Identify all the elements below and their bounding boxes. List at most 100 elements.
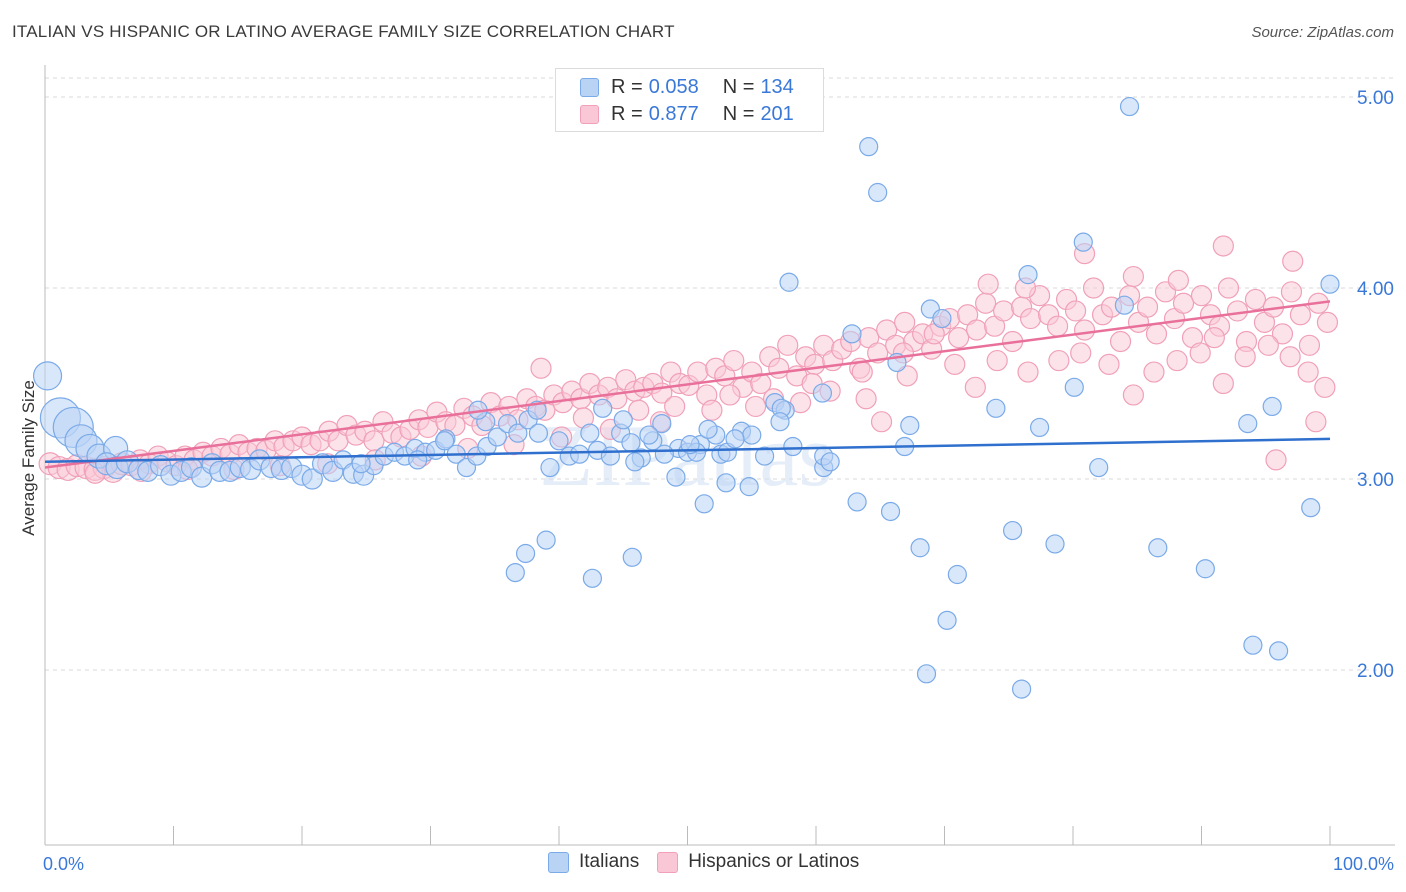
hispanics-point xyxy=(1109,330,1132,353)
italians-point xyxy=(812,383,833,403)
hispanics-point xyxy=(1082,277,1105,299)
hispanics-point xyxy=(1282,250,1304,272)
hispanics-point xyxy=(1217,277,1240,299)
hispanics-point xyxy=(1122,265,1144,288)
italians-points xyxy=(32,96,1340,699)
hispanics-point xyxy=(1314,376,1336,398)
hispanics-point xyxy=(894,311,916,333)
legend-n-value: 201 xyxy=(760,102,794,125)
italians-point xyxy=(505,562,525,583)
hispanics-point xyxy=(777,334,799,356)
hispanics-point xyxy=(867,342,889,364)
hispanics-point xyxy=(948,327,970,349)
hispanics-swatch xyxy=(657,851,679,873)
italians-point xyxy=(694,494,714,514)
italians-point xyxy=(779,272,799,292)
hispanics-point xyxy=(1297,361,1319,383)
hispanics-point xyxy=(993,300,1015,322)
hispanics-point xyxy=(1019,307,1042,330)
italians-point xyxy=(582,568,603,588)
italians-point xyxy=(1045,534,1065,554)
hispanics-point xyxy=(1136,296,1159,318)
legend-n-label: N = xyxy=(722,102,755,125)
legend-item-italians[interactable]: Italians xyxy=(548,851,639,873)
italians-point xyxy=(1003,520,1023,541)
hispanics-trendline xyxy=(44,300,1331,469)
hispanics-point xyxy=(1017,361,1039,383)
italians-point xyxy=(932,308,952,329)
hispanics-point xyxy=(1298,334,1321,356)
hispanics-point xyxy=(977,273,999,295)
hispanics-swatch xyxy=(580,104,599,124)
italians-point xyxy=(593,398,613,418)
hispanics-point xyxy=(768,357,790,379)
italians-point xyxy=(613,410,633,430)
italians-point xyxy=(847,492,867,512)
hispanics-point xyxy=(975,292,997,314)
source-label: Source: ZipAtlas.com xyxy=(1251,24,1394,41)
italians-point xyxy=(725,429,745,449)
hispanics-point xyxy=(1280,281,1303,303)
chart-title: ITALIAN VS HISPANIC OR LATINO AVERAGE FA… xyxy=(12,22,675,41)
italians-point xyxy=(1018,265,1038,285)
hispanics-point xyxy=(1257,334,1279,356)
hispanics-point xyxy=(1244,288,1267,311)
italians-point xyxy=(527,400,547,420)
legend-n-value: 134 xyxy=(760,75,794,98)
legend-row-italians: R = 0.058 N = 134 xyxy=(580,75,794,99)
y-axis-label: Average Family Size xyxy=(19,380,38,536)
italians-point xyxy=(1089,457,1109,478)
hispanics-point xyxy=(1305,411,1327,433)
hispanics-point xyxy=(804,353,826,375)
italians-point xyxy=(820,452,840,472)
x-tick-label: 100.0% xyxy=(1333,854,1394,874)
italians-point xyxy=(1268,641,1289,661)
italians-point xyxy=(622,547,642,567)
italians-point xyxy=(621,433,641,453)
italians-point xyxy=(716,473,736,493)
legend-item-hispanics[interactable]: Hispanics or Latinos xyxy=(657,851,859,873)
hispanics-point xyxy=(750,372,772,395)
legend-label-italians: Italians xyxy=(579,851,640,872)
italians-point xyxy=(1301,498,1321,518)
italians-point xyxy=(569,444,590,464)
italians-point xyxy=(842,324,862,344)
hispanics-point xyxy=(530,357,552,379)
hispanics-point xyxy=(723,349,745,372)
hispanics-point xyxy=(1279,346,1301,368)
italians-point xyxy=(1243,635,1263,655)
hispanics-point xyxy=(1145,323,1168,345)
italians-point xyxy=(859,137,879,157)
italians-swatch xyxy=(580,77,599,97)
italians-point xyxy=(754,446,775,466)
hispanics-point xyxy=(1122,384,1144,406)
hispanics-point xyxy=(1271,323,1294,345)
italians-swatch xyxy=(548,851,569,873)
legend-label-hispanics: Hispanics or Latinos xyxy=(688,851,860,872)
hispanics-point xyxy=(628,399,650,421)
italians-point xyxy=(540,457,560,478)
italians-point xyxy=(1148,538,1168,558)
italians-point xyxy=(1320,274,1340,294)
italians-point xyxy=(549,431,569,451)
hispanics-point xyxy=(1316,311,1339,333)
hispanics-point xyxy=(687,361,709,383)
hispanics-point xyxy=(1172,292,1195,314)
hispanics-point xyxy=(1226,300,1249,322)
hispanics-point xyxy=(851,361,873,383)
italians-point xyxy=(1238,414,1258,434)
hispanics-point xyxy=(966,319,988,341)
hispanics-point xyxy=(1073,319,1096,341)
italians-point xyxy=(986,398,1006,418)
correlation-legend: R = 0.058 N = 134 R = 0.877 N = 201 xyxy=(555,68,824,132)
italians-point xyxy=(1064,377,1084,397)
hispanics-point xyxy=(870,411,893,433)
legend-row-hispanics: R = 0.877 N = 201 xyxy=(580,102,794,126)
italians-point xyxy=(32,361,63,391)
italians-point xyxy=(1195,559,1215,579)
italians-point xyxy=(1114,295,1135,315)
hispanics-point xyxy=(1166,349,1188,372)
hispanics-point xyxy=(719,384,741,406)
italians-point xyxy=(600,446,621,466)
